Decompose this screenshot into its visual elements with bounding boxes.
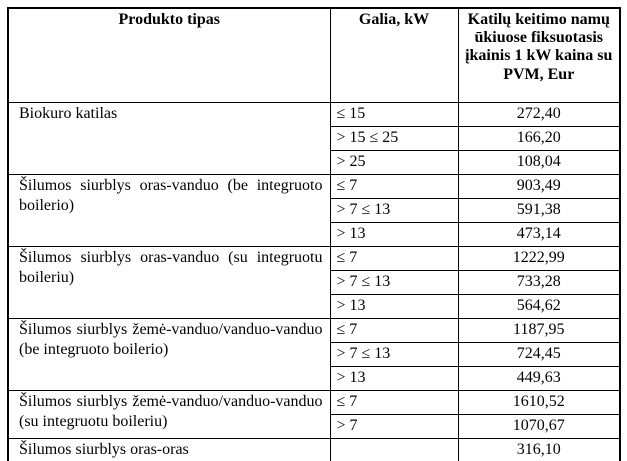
power-cell: ≤ 7 [329,318,459,343]
header-kaina: Katilų keitimo namų ūkiuose fiksuotasis … [457,7,621,103]
table-row: > 7 ≤ 13 591,38 [8,198,621,223]
price-table: Produkto tipas Galia, kW Katilų keitimo … [7,7,621,461]
price-cell: 473,14 [457,222,621,247]
header-produkto-tipas: Produkto tipas [7,7,331,103]
power-cell: > 13 [329,294,459,319]
price-cell: 1187,95 [457,318,621,343]
price-cell: 1222,99 [457,246,621,271]
price-cell: 272,40 [457,102,621,127]
price-cell: 564,62 [457,294,621,319]
table-row: > 13 473,14 [8,222,621,247]
product-cell: Šilumos siurblys žemė-vanduo/vanduo-vand… [7,318,331,391]
power-cell: > 7 [329,414,459,439]
power-cell: ≤ 7 [329,246,459,271]
table-row: Šilumos siurblys žemė-vanduo/vanduo-vand… [7,318,621,391]
table-row: > 7 ≤ 13 724,45 [8,342,621,367]
price-cell: 1610,52 [457,390,621,415]
power-cell: > 25 [329,150,459,175]
price-cell: 108,04 [457,150,621,175]
power-cell: ≤ 7 [329,390,459,415]
product-cell: Šilumos siurblys oras-vanduo (be integru… [7,174,331,247]
table-row: > 15 ≤ 25 166,20 [8,126,621,151]
table-row: > 7 ≤ 13 733,28 [8,270,621,295]
header-galia-kw: Galia, kW [329,7,459,103]
table-row: Biokuro katilas ≤ 15 272,40 [7,102,621,175]
table-row: > 7 1070,67 [8,414,621,439]
power-cell: > 13 [329,366,459,391]
table-row: > 13 564,62 [8,294,621,319]
power-cell [329,438,459,461]
header-row: Produkto tipas Galia, kW Katilų keitimo … [7,7,621,103]
price-cell: 449,63 [457,366,621,391]
price-cell: 1070,67 [457,414,621,439]
power-cell: > 7 ≤ 13 [329,342,459,367]
price-cell: 724,45 [457,342,621,367]
table-body: Biokuro katilas ≤ 15 272,40 > 15 ≤ 25 166,20… [7,102,621,461]
table-row: Šilumos siurblys oras-vanduo (be integru… [7,174,621,247]
table-row: Šilumos siurblys oras-oras 316,10 [7,438,621,461]
table-row: Šilumos siurblys žemė-vanduo/vanduo-vand… [7,390,621,439]
power-cell: > 13 [329,222,459,247]
price-cell: 166,20 [457,126,621,151]
power-cell: > 7 ≤ 13 [329,270,459,295]
table-row: > 13 449,63 [8,366,621,391]
power-cell: ≤ 7 [329,174,459,199]
product-cell: Biokuro katilas [7,102,331,175]
price-cell: 591,38 [457,198,621,223]
product-cell: Šilumos siurblys oras-oras [7,438,331,461]
product-cell: Šilumos siurblys žemė-vanduo/vanduo-vand… [7,390,331,439]
power-cell: > 15 ≤ 25 [329,126,459,151]
price-cell: 903,49 [457,174,621,199]
product-cell: Šilumos siurblys oras-vanduo (su integru… [7,246,331,319]
table-row: Šilumos siurblys oras-vanduo (su integru… [7,246,621,319]
power-cell: > 7 ≤ 13 [329,198,459,223]
price-cell: 733,28 [457,270,621,295]
price-cell: 316,10 [457,438,621,461]
power-cell: ≤ 15 [329,102,459,127]
